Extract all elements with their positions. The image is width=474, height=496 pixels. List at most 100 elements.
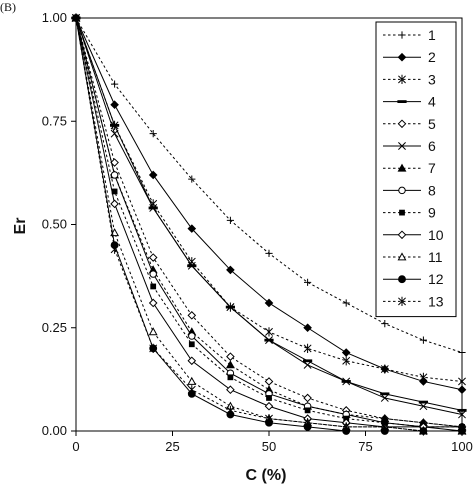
series-point: [226, 303, 235, 312]
series-point: [342, 299, 350, 307]
legend-marker: [398, 142, 406, 150]
series-point: [226, 385, 235, 395]
legend-item-8: 8: [383, 182, 436, 198]
series-point: [110, 100, 119, 110]
x-tick-label: 0: [72, 439, 79, 454]
series-point: [380, 392, 390, 396]
series-point: [264, 298, 274, 308]
series-point: [304, 407, 311, 414]
legend-label: 8: [428, 182, 436, 198]
legend-marker: [398, 275, 406, 284]
legend-marker: [398, 31, 406, 39]
legend-item-13: 13: [383, 293, 444, 309]
legend-marker: [397, 163, 407, 172]
legend-box: [375, 21, 457, 318]
series-point: [110, 244, 119, 254]
legend-item-3: 3: [383, 71, 436, 87]
series-point: [457, 385, 467, 395]
series-point: [303, 360, 312, 369]
legend-label: 5: [428, 116, 436, 132]
series-point: [187, 376, 197, 385]
legend-label: 9: [428, 205, 436, 221]
series-point: [342, 377, 351, 386]
series-point: [380, 394, 389, 402]
series-point: [149, 270, 157, 278]
x-axis-title: C (%): [246, 467, 287, 484]
series-point: [150, 283, 157, 290]
series-point: [226, 405, 235, 415]
series-point: [342, 422, 351, 432]
legend-item-11: 11: [383, 249, 443, 265]
series-point: [265, 336, 273, 345]
series-layer: [71, 13, 467, 436]
y-tick-label: 0.00: [42, 423, 67, 438]
series-point: [227, 374, 234, 381]
series-point: [380, 364, 389, 374]
series-point: [458, 376, 466, 387]
series-point: [111, 188, 118, 195]
x-tick-label: 100: [451, 439, 473, 454]
x-tick-label: 25: [165, 439, 179, 454]
series-point: [110, 129, 119, 138]
legend-label: 4: [428, 94, 436, 110]
legend-item-12: 12: [383, 271, 444, 287]
legend-item-2: 2: [383, 49, 436, 65]
legend-item-1: 1: [383, 27, 436, 43]
series-point: [458, 348, 466, 357]
series-point: [419, 402, 428, 411]
series-line-7: [75, 17, 463, 428]
series-point: [419, 426, 428, 436]
series-point: [148, 298, 158, 308]
series-point: [110, 123, 120, 127]
series-point: [380, 422, 389, 432]
series-point: [187, 356, 197, 366]
series-point: [458, 410, 466, 419]
series-point: [265, 327, 273, 337]
series-point: [265, 249, 273, 258]
series-point: [226, 265, 235, 275]
axes: 0.000.250.500.751.000 25 50 75 100: [42, 10, 473, 454]
panel-label: (B): [0, 0, 16, 14]
series-point: [148, 253, 158, 262]
legend-label: 12: [428, 271, 444, 287]
legend-item-9: 9: [383, 205, 436, 221]
legend-label: 10: [428, 227, 444, 243]
series-point: [342, 356, 351, 366]
y-axis-title: Er: [12, 218, 29, 235]
series-point: [341, 348, 351, 357]
legend-marker: [397, 100, 407, 103]
legend-label: 2: [428, 49, 436, 65]
series-point: [264, 401, 274, 411]
series-point: [226, 216, 234, 224]
series-point: [110, 158, 119, 167]
legend-marker: [397, 252, 407, 261]
series-point: [187, 261, 196, 270]
series-13: [72, 13, 466, 436]
y-tick-label: 0.75: [42, 113, 67, 128]
series-point: [148, 170, 158, 180]
series-point: [264, 377, 274, 386]
y-tick-label: 0.50: [42, 217, 67, 232]
series-point: [304, 278, 312, 286]
x-tick-label: 75: [358, 439, 372, 454]
legend-marker: [397, 52, 407, 62]
series-point: [111, 80, 119, 88]
legend-marker: [398, 74, 406, 84]
series-point: [458, 426, 466, 436]
series-point: [225, 360, 235, 369]
series-point: [303, 359, 313, 363]
series-point: [266, 395, 272, 401]
series-line-9: [75, 17, 462, 428]
legend-item-4: 4: [383, 94, 436, 110]
legend-label: 1: [428, 27, 436, 43]
legend-marker: [399, 209, 405, 216]
series-point: [303, 418, 312, 428]
legend-label: 6: [428, 138, 436, 154]
series-point: [419, 336, 427, 344]
legend-item-10: 10: [383, 227, 444, 243]
legend-item-7: 7: [383, 160, 436, 176]
series-point: [418, 400, 428, 404]
series-point: [303, 343, 312, 353]
series-point: [457, 408, 467, 412]
